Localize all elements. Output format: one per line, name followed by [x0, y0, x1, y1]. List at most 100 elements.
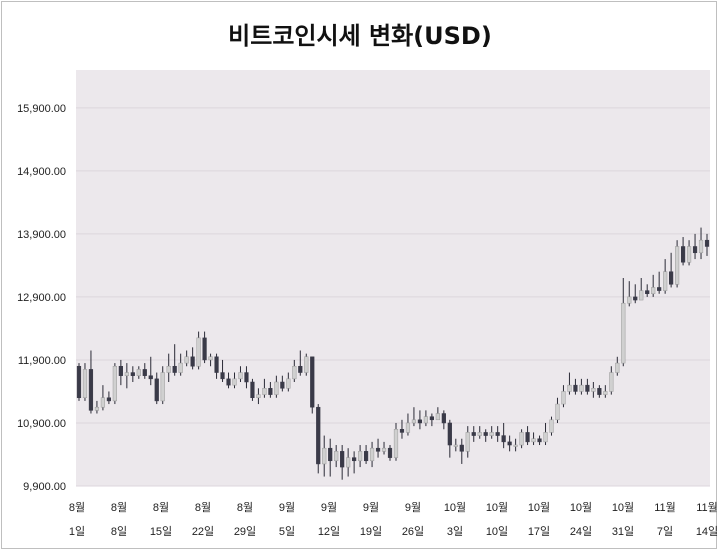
candle-37 [298, 350, 303, 376]
candle-77 [537, 435, 542, 446]
candle-24 [220, 359, 225, 382]
candle-29 [250, 378, 255, 401]
candle-22 [208, 353, 213, 367]
x-tick-month-4: 8월 [237, 501, 253, 514]
x-tick-month-10: 10월 [486, 501, 508, 514]
y-tick-label-1: 10,900.00 [17, 418, 66, 430]
x-tick-day-14: 7일 [657, 524, 673, 538]
x-tick-day-3: 22일 [192, 524, 214, 538]
y-axis-ticks: 9,900.00 10,900.00 11,900.00 12,900.00 13,90… [17, 103, 66, 493]
y-tick-label-2: 11,900.00 [18, 355, 66, 367]
candle-83 [573, 378, 578, 395]
candle-80 [555, 397, 560, 423]
candle-52 [387, 445, 393, 461]
x-tick-month-11: 10월 [528, 501, 550, 514]
x-tick-day-11: 17일 [528, 524, 550, 538]
candle-105 [704, 233, 710, 256]
candle-2 [88, 350, 94, 414]
candle-73 [513, 438, 518, 452]
candle-92 [627, 281, 632, 307]
candle-84 [579, 378, 584, 395]
candle-38 [304, 353, 309, 376]
candle-26 [232, 372, 237, 389]
candle-90 [615, 356, 620, 376]
candle-47 [357, 445, 363, 468]
candle-96 [651, 274, 656, 297]
candle-97 [657, 271, 662, 294]
candle-62 [447, 419, 452, 458]
x-tick-month-5: 9월 [279, 501, 295, 514]
candle-14 [160, 366, 165, 405]
candle-100 [674, 240, 680, 288]
candle-101 [680, 237, 686, 266]
candle-78 [543, 422, 548, 446]
x-tick-month-0: 8월 [69, 501, 85, 514]
candle-85 [585, 378, 590, 395]
candle-33 [274, 375, 279, 398]
y-tick-label-0: 9,900.00 [23, 481, 66, 493]
x-tick-day-12: 24일 [570, 524, 592, 538]
candle-91 [621, 278, 626, 367]
x-tick-day-2: 15일 [150, 524, 172, 538]
candle-65 [465, 426, 470, 458]
candle-30 [256, 388, 261, 405]
x-tick-day-9: 3일 [447, 524, 463, 538]
plot-area [76, 70, 710, 486]
candle-104 [698, 227, 704, 260]
candle-56 [411, 407, 417, 427]
candle-41 [322, 435, 327, 477]
x-tick-day-1: 8일 [111, 524, 127, 538]
x-tick-day-13: 31일 [612, 524, 634, 538]
y-tick-label-4: 13,900.00 [17, 229, 66, 241]
candle-53 [393, 422, 399, 461]
candle-42 [328, 438, 333, 477]
x-tick-day-4: 29일 [234, 524, 256, 538]
candle-3 [94, 400, 100, 414]
x-tick-day-6: 12일 [318, 524, 340, 538]
candle-60 [435, 407, 440, 421]
x-tick-day-10: 10일 [486, 524, 508, 538]
candle-103 [692, 233, 698, 260]
candle-55 [405, 413, 411, 436]
chart-title: 비트코인시세 변화(USD) [228, 22, 492, 50]
candle-17 [178, 353, 183, 376]
candle-98 [663, 259, 668, 294]
candle-0 [76, 363, 82, 401]
candle-49 [369, 441, 375, 468]
candle-69 [489, 426, 494, 439]
x-tick-month-12: 10월 [570, 501, 592, 514]
candle-11 [142, 363, 147, 379]
candle-87 [597, 385, 602, 398]
x-tick-month-8: 9월 [405, 501, 421, 514]
candle-13 [154, 372, 159, 405]
candle-76 [531, 432, 536, 446]
candle-94 [639, 278, 644, 301]
x-tick-day-5: 5일 [279, 524, 295, 538]
candles [76, 227, 710, 480]
candle-93 [633, 284, 638, 304]
x-tick-month-9: 10월 [444, 501, 466, 514]
x-tick-month-15: 11월 [696, 501, 718, 514]
x-tick-month-14: 11월 [654, 501, 676, 514]
candle-71 [501, 422, 506, 449]
candle-79 [549, 416, 554, 436]
candle-20 [196, 331, 201, 370]
candle-7 [118, 359, 123, 386]
x-tick-month-1: 8월 [111, 501, 127, 514]
candle-23 [214, 353, 219, 379]
candle-66 [471, 426, 476, 442]
candle-40 [316, 404, 321, 474]
candle-63 [453, 438, 458, 452]
candle-32 [268, 382, 273, 398]
candle-46 [352, 451, 357, 474]
candle-102 [686, 240, 692, 266]
candle-81 [561, 385, 566, 408]
candle-50 [375, 438, 381, 458]
candle-86 [591, 382, 596, 398]
candle-35 [286, 372, 291, 392]
y-tick-label-6: 15,900.00 [17, 103, 66, 115]
candle-70 [495, 426, 500, 442]
candle-72 [507, 435, 512, 452]
candle-21 [202, 331, 207, 364]
candle-51 [381, 441, 387, 455]
